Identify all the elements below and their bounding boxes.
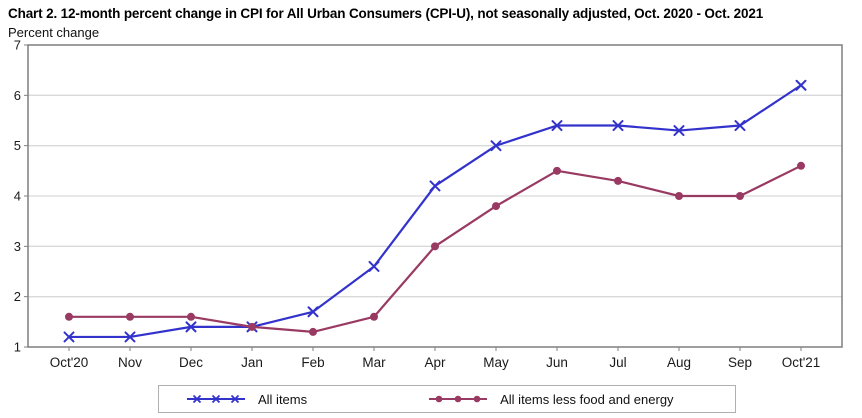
x-axis: Oct'20 Nov Dec Jan Feb Mar Apr May Jun Jul Aug Sep O… xyxy=(50,347,821,370)
x-tick-label: Jul xyxy=(609,355,626,370)
x-tick-label: May xyxy=(483,355,509,370)
core-line-sample-icon xyxy=(429,393,488,405)
x-tick-label: Jun xyxy=(546,355,568,370)
x-tick-label: Mar xyxy=(362,355,386,370)
x-tick-label: Sep xyxy=(728,355,752,370)
all-items-line-sample-icon xyxy=(187,393,245,405)
x-tick-label: Nov xyxy=(118,355,142,370)
series-all-items xyxy=(63,79,807,343)
chart-legend: All items All items less food and energy xyxy=(158,385,736,413)
x-tick-label: Apr xyxy=(424,355,446,370)
legend-label-all-items: All items xyxy=(258,391,308,407)
y-tick-label: 5 xyxy=(14,138,21,153)
x-tick-label: Oct'20 xyxy=(50,355,89,370)
legend-item-core: All items less food and energy xyxy=(429,391,674,407)
x-tick-label: Dec xyxy=(179,355,203,370)
y-tick-label: 3 xyxy=(14,239,21,254)
y-axis: 1 2 3 4 5 6 7 xyxy=(14,38,28,355)
y-tick-label: 2 xyxy=(14,289,21,304)
x-tick-label: Jan xyxy=(241,355,263,370)
y-tick-label: 7 xyxy=(14,38,21,53)
legend-label-core: All items less food and energy xyxy=(500,391,674,407)
x-tick-label: Aug xyxy=(667,355,691,370)
x-tick-label: Feb xyxy=(301,355,324,370)
legend-item-all-items: All items xyxy=(187,392,307,407)
chart-title: Chart 2. 12-month percent change in CPI … xyxy=(8,6,764,21)
series-all-items-less-food-and-energy xyxy=(65,161,805,336)
line-chart-plot: 1 2 3 4 5 6 7 Oct'20 Nov Dec Jan Feb Mar Apr May Jun Jul… xyxy=(14,38,843,370)
y-tick-label: 1 xyxy=(14,340,21,355)
x-tick-label: Oct'21 xyxy=(782,355,821,370)
y-axis-unit-label: Percent change xyxy=(8,25,100,40)
y-tick-label: 4 xyxy=(14,189,21,204)
y-tick-label: 6 xyxy=(14,88,21,103)
